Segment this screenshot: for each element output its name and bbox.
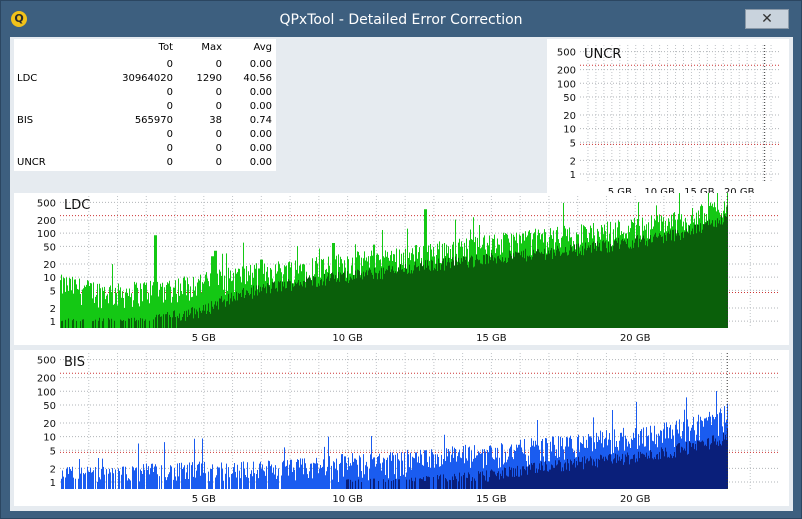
y-tick-label: 50 (563, 93, 576, 104)
row-avg: 40.56 (243, 73, 272, 84)
close-icon: ✕ (761, 11, 773, 27)
row-avg: 0.74 (249, 115, 272, 126)
chart-title: BIS (64, 355, 85, 370)
y-tick-label: 20 (43, 260, 56, 271)
y-tick-label: 5 (50, 286, 56, 297)
row-label: BIS (17, 115, 34, 126)
y-tick-label: 20 (43, 419, 56, 430)
y-tick-label: 1 (50, 478, 56, 489)
x-tick-label: 15 GB (476, 333, 507, 344)
y-tick-label: 50 (43, 401, 56, 412)
row-max: 0 (215, 143, 222, 154)
table-row: 0 0 0.00 (14, 129, 276, 143)
table-row: LDC 30964020 1290 40.56 (14, 73, 276, 87)
table-row: 0 0 0.00 (14, 87, 276, 101)
y-tick-label: 200 (37, 374, 56, 385)
row-max: 0 (215, 87, 222, 98)
y-tick-label: 10 (43, 433, 56, 444)
x-tick-label: 5 GB (608, 187, 632, 198)
y-tick-label: 20 (563, 111, 576, 122)
y-tick-label: 10 (563, 125, 576, 136)
table-row: 0 0 0.00 (14, 143, 276, 157)
header-tot: Tot (158, 42, 173, 53)
row-tot: 0 (166, 59, 173, 70)
ldc-chart: 500 200 100 50 20 10 5 2 1 5 GB 10 GB 15 GB 20 GB LDC (14, 179, 789, 345)
y-tick-label: 500 (37, 356, 56, 367)
x-tick-label: 10 GB (644, 187, 675, 198)
row-max: 0 (215, 101, 222, 112)
row-max: 38 (209, 115, 222, 126)
row-avg: 0.00 (249, 157, 272, 168)
qpxtool-logo-icon: Q (11, 11, 27, 27)
y-tick-label: 5 (50, 446, 56, 457)
row-tot: 0 (166, 143, 173, 154)
x-tick-label: 5 GB (192, 494, 216, 505)
y-tick-label: 100 (37, 387, 56, 398)
row-tot: 0 (166, 87, 173, 98)
client-area: Tot Max Avg 0 0 0.00 LDC 30964020 1290 4… (10, 37, 793, 511)
table-row: UNCR 0 0 0.00 (14, 157, 276, 171)
y-tick-label: 2 (570, 156, 576, 167)
x-tick-label: 10 GB (332, 494, 363, 505)
row-avg: 0.00 (249, 87, 272, 98)
y-tick-label: 50 (43, 242, 56, 253)
y-tick-label: 1 (50, 317, 56, 328)
row-avg: 0.00 (249, 129, 272, 140)
y-tick-label: 10 (43, 273, 56, 284)
table-row: 0 0 0.00 (14, 59, 276, 73)
y-tick-label: 100 (37, 229, 56, 240)
row-max: 0 (215, 129, 222, 140)
x-tick-label: 10 GB (332, 333, 363, 344)
x-tick-label: 15 GB (684, 187, 715, 198)
row-label: UNCR (17, 157, 46, 168)
row-max: 1290 (196, 73, 222, 84)
y-tick-label: 2 (50, 304, 56, 315)
x-tick-label: 20 GB (620, 333, 651, 344)
x-tick-label: 20 GB (620, 494, 651, 505)
title-bar[interactable]: Q QPxTool - Detailed Error Correction ✕ (1, 1, 801, 37)
x-tick-label: 15 GB (476, 494, 507, 505)
y-tick-label: 500 (557, 48, 576, 59)
row-tot: 565970 (134, 115, 173, 126)
y-tick-label: 100 (557, 79, 576, 90)
window-title: QPxTool - Detailed Error Correction (279, 12, 523, 28)
row-avg: 0.00 (249, 101, 272, 112)
close-button[interactable]: ✕ (745, 9, 789, 29)
row-avg: 0.00 (249, 59, 272, 70)
row-tot: 0 (166, 157, 173, 168)
chart-title: LDC (64, 198, 90, 213)
y-tick-label: 2 (50, 464, 56, 475)
y-tick-label: 1 (570, 170, 576, 181)
row-avg: 0.00 (249, 143, 272, 154)
row-max: 0 (215, 59, 222, 70)
stats-table: Tot Max Avg 0 0 0.00 LDC 30964020 1290 4… (14, 39, 276, 171)
row-max: 0 (215, 157, 222, 168)
header-avg: Avg (253, 42, 272, 53)
row-tot: 0 (166, 101, 173, 112)
table-row: BIS 565970 38 0.74 (14, 115, 276, 129)
bis-chart: 500 200 100 50 20 10 5 2 1 5 GB 10 GB 15 GB 20 GB BIS (14, 350, 789, 506)
row-label: LDC (17, 73, 38, 84)
row-tot: 0 (166, 129, 173, 140)
header-max: Max (201, 42, 222, 53)
x-tick-label: 5 GB (192, 333, 216, 344)
y-tick-label: 5 (570, 138, 576, 149)
row-tot: 30964020 (122, 73, 173, 84)
y-tick-label: 200 (557, 66, 576, 77)
y-tick-label: 200 (37, 216, 56, 227)
stats-header-row: Tot Max Avg (14, 42, 276, 56)
x-tick-label: 20 GB (724, 187, 755, 198)
y-tick-label: 500 (37, 198, 56, 209)
chart-title: UNCR (584, 47, 621, 62)
table-row: 0 0 0.00 (14, 101, 276, 115)
